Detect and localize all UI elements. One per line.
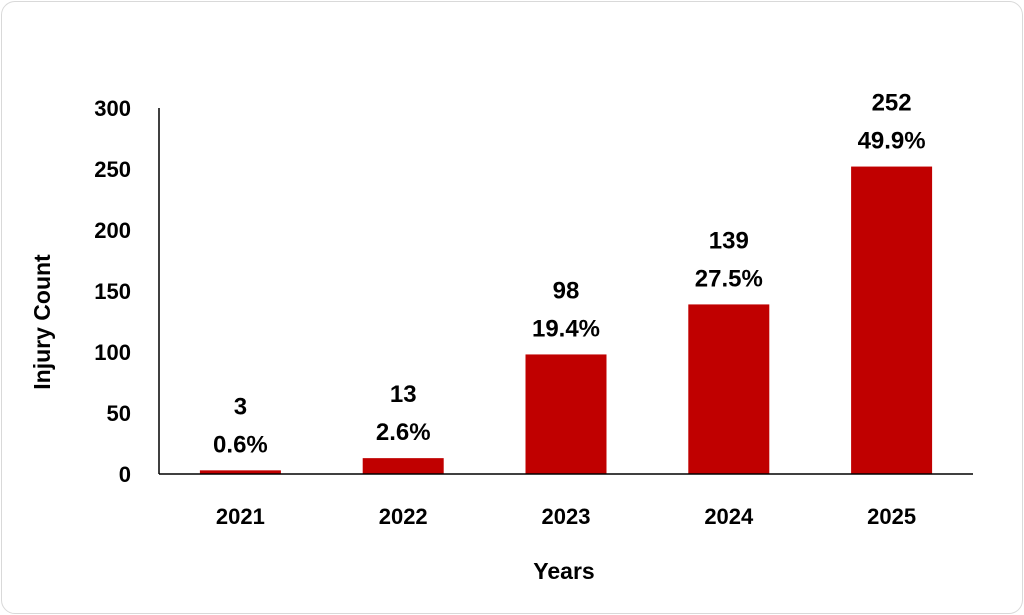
value-label: 3	[234, 393, 247, 420]
value-label: 139	[709, 227, 749, 254]
x-tick-label: 2023	[542, 504, 591, 529]
y-axis-ticks: 0 50 100 150 200 250 300	[94, 96, 131, 487]
y-tick-label: 300	[94, 96, 131, 121]
bar-2022	[362, 458, 444, 474]
y-tick-label: 100	[94, 340, 131, 365]
percent-label: 27.5%	[695, 265, 763, 292]
y-tick-label: 50	[107, 401, 131, 426]
value-label: 98	[553, 277, 580, 304]
bar-2024	[688, 304, 770, 474]
x-tick-label: 2022	[379, 504, 428, 529]
percent-label: 49.9%	[858, 128, 926, 155]
percent-label: 2.6%	[376, 419, 431, 446]
percent-label: 0.6%	[213, 431, 268, 458]
x-tick-label: 2021	[216, 504, 265, 529]
bar-2023	[525, 354, 607, 474]
y-tick-label: 200	[94, 218, 131, 243]
value-label: 252	[872, 90, 912, 117]
x-tick-label: 2025	[867, 504, 916, 529]
bar-2025	[851, 166, 933, 474]
value-label: 13	[390, 381, 417, 408]
x-axis-ticks: 2021 2022 2023 2024 2025	[216, 504, 916, 529]
bars	[199, 166, 933, 474]
x-axis-title: Years	[533, 558, 594, 584]
y-tick-label: 150	[94, 279, 131, 304]
data-labels: 3 0.6% 13 2.6% 98 19.4% 139 27.5% 252 49.9%	[213, 90, 926, 459]
bar-2021	[199, 470, 281, 474]
y-tick-label: 0	[119, 462, 131, 487]
y-tick-label: 250	[94, 157, 131, 182]
percent-label: 19.4%	[532, 315, 600, 342]
y-axis-title: Injury Count	[29, 254, 55, 390]
x-tick-label: 2024	[704, 504, 754, 529]
